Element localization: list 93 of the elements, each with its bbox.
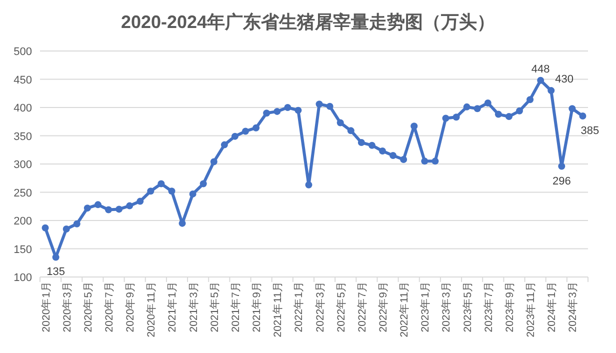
x-tick-label: 2020年3月 — [61, 281, 74, 332]
point — [474, 105, 481, 112]
x-tick-label: 2023年9月 — [504, 281, 516, 332]
point — [452, 114, 460, 121]
point — [274, 108, 281, 115]
point — [484, 99, 492, 106]
point — [410, 122, 418, 130]
point — [526, 96, 534, 104]
point — [505, 113, 512, 120]
point — [432, 158, 439, 165]
data-label: 296 — [552, 175, 571, 188]
x-tick-label: 2023年1月 — [420, 281, 432, 332]
y-tick-label: 100 — [14, 272, 32, 284]
y-tick-label: 350 — [14, 130, 32, 143]
x-tick-label: 2021年5月 — [208, 281, 221, 332]
point — [379, 148, 386, 155]
point — [242, 128, 249, 135]
point — [347, 127, 354, 134]
point — [210, 158, 218, 166]
point — [326, 102, 334, 110]
point — [105, 206, 112, 214]
point — [126, 202, 134, 210]
data-label: 135 — [46, 266, 65, 278]
point — [178, 220, 186, 227]
point — [94, 201, 102, 208]
point — [390, 152, 397, 160]
x-tick-label: 2024年3月 — [567, 281, 580, 332]
point — [463, 103, 470, 110]
data-label: 430 — [555, 74, 574, 86]
x-tick-label: 2022年1月 — [293, 281, 306, 332]
x-tick-label: 2021年9月 — [251, 281, 264, 332]
x-tick-label: 2020年5月 — [82, 281, 94, 332]
x-tick-label: 2022年3月 — [314, 281, 326, 332]
point — [189, 190, 196, 198]
point — [421, 158, 428, 165]
point — [400, 156, 408, 163]
point — [263, 110, 270, 117]
point — [294, 106, 302, 114]
x-tick-label: 2020年11月 — [146, 281, 158, 338]
x-tick-label: 2021年7月 — [230, 281, 242, 332]
x-tick-label: 2021年3月 — [188, 281, 200, 332]
point — [305, 181, 312, 188]
data-label: 448 — [531, 63, 550, 76]
point — [568, 105, 576, 112]
x-tick-label: 2023年11月 — [525, 281, 538, 338]
point — [62, 225, 70, 232]
point — [358, 139, 365, 146]
point — [494, 110, 502, 118]
point — [73, 220, 80, 228]
point — [558, 162, 566, 170]
y-tick-label: 450 — [14, 74, 32, 86]
y-tick-label: 400 — [14, 102, 32, 114]
point — [52, 254, 60, 261]
point — [442, 114, 450, 122]
point — [168, 188, 176, 195]
x-tick-label: 2020年1月 — [40, 281, 52, 332]
x-tick-label: 2020年9月 — [124, 281, 137, 332]
point — [336, 119, 344, 126]
point — [220, 141, 228, 148]
x-tick-label: 2022年5月 — [335, 281, 348, 332]
y-tick-label: 150 — [14, 244, 32, 256]
x-tick-label: 2024年1月 — [546, 281, 558, 332]
x-tick-label: 2022年11月 — [398, 281, 411, 338]
point — [116, 206, 123, 213]
x-tick-label: 2021年1月 — [166, 281, 179, 332]
y-tick-label: 250 — [14, 187, 32, 200]
point — [158, 180, 165, 188]
point — [200, 180, 207, 188]
point — [231, 132, 238, 140]
point — [42, 224, 49, 232]
y-tick-label: 300 — [14, 159, 32, 171]
point — [147, 188, 154, 195]
x-tick-label: 2021年11月 — [272, 281, 284, 338]
point — [252, 124, 260, 132]
point — [548, 87, 555, 94]
point — [537, 76, 544, 84]
x-tick-label: 2023年7月 — [482, 281, 495, 332]
y-tick-label: 200 — [14, 216, 32, 228]
x-tick-label: 2020年7月 — [104, 281, 116, 332]
title: 2020-2024年广东省生猪屠宰量走势图（万头） — [120, 12, 496, 32]
point — [579, 112, 586, 120]
point — [516, 107, 523, 114]
point — [316, 100, 323, 108]
point — [84, 204, 91, 212]
x-tick-label: 2022年7月 — [356, 281, 368, 332]
x-tick-label: 2023年3月 — [440, 281, 453, 332]
point — [284, 104, 292, 111]
x-tick-label: 2023年5月 — [462, 281, 474, 332]
x-tick-label: 2022年9月 — [378, 281, 390, 332]
point — [368, 142, 376, 149]
y-tick-label: 500 — [14, 46, 32, 58]
point — [136, 198, 144, 205]
data-label: 385 — [580, 124, 600, 137]
